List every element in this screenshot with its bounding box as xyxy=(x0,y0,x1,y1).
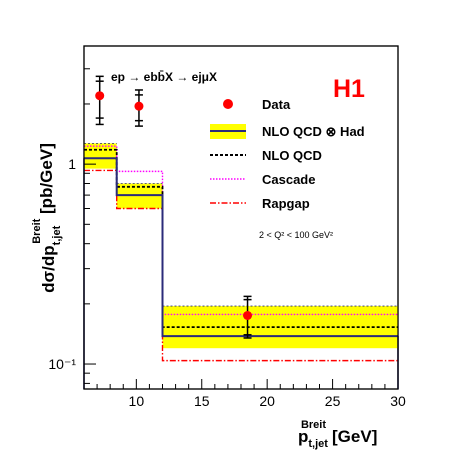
x-tick-label: 15 xyxy=(194,393,210,409)
y-axis-title: dσ/dpt,jetBreit [pb/GeV] xyxy=(31,143,63,293)
series-cascade xyxy=(84,145,398,316)
experiment-label: H1 xyxy=(333,75,365,103)
legend-data-label: Data xyxy=(262,97,291,112)
legend-rapgap-label: Rapgap xyxy=(262,196,310,211)
y-tick-label: 10⁻¹ xyxy=(48,356,76,372)
x-tick-label: 10 xyxy=(129,393,145,409)
prediction-curves xyxy=(83,142,399,389)
series-nlo-qcd-had xyxy=(84,157,398,338)
y-tick-label: 1 xyxy=(68,156,76,172)
nlo-had-uncertainty-bands xyxy=(84,143,398,349)
series-rapgap xyxy=(84,169,398,362)
data-points xyxy=(95,75,253,339)
legend-cascade-label: Cascade xyxy=(262,172,315,187)
series-nlo-qcd xyxy=(84,148,398,329)
cut-label: 2 < Q² < 100 GeV² xyxy=(259,230,333,240)
plot-frame-top xyxy=(83,45,399,390)
data-point xyxy=(134,101,144,111)
data-point xyxy=(95,91,105,101)
data-point xyxy=(243,310,253,320)
x-tick-label: 20 xyxy=(259,393,275,409)
legend-data-marker xyxy=(223,99,233,109)
process-label: ep → ebb̄X → ejμX xyxy=(111,70,217,84)
x-tick-label: 30 xyxy=(390,393,406,409)
x-tick-label: 25 xyxy=(325,393,341,409)
legend-nlo-label: NLO QCD xyxy=(262,148,322,163)
x-axis-title: pt,jetBreit[GeV] xyxy=(298,419,377,450)
axes: 10 15 20 25 30 1 10⁻¹ xyxy=(48,68,406,409)
legend: Data NLO QCD ⊗ Had NLO QCD Cascade Rapga… xyxy=(210,97,365,211)
legend-nlo-had-label: NLO QCD ⊗ Had xyxy=(262,124,365,139)
nlo-had-band-bin xyxy=(84,143,117,169)
